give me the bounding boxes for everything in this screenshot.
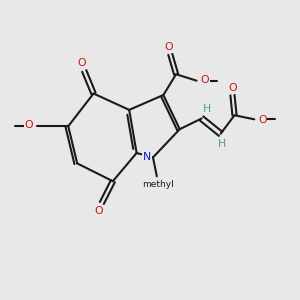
Text: methyl: methyl (142, 180, 174, 189)
Text: O: O (164, 42, 173, 52)
Text: O: O (258, 115, 267, 125)
Text: O: O (94, 206, 103, 216)
Text: H: H (218, 139, 226, 148)
Text: O: O (200, 75, 209, 85)
Text: O: O (24, 120, 33, 130)
Text: O: O (77, 58, 86, 68)
Text: N: N (143, 152, 151, 162)
Text: O: O (228, 83, 237, 93)
Text: H: H (203, 104, 211, 114)
